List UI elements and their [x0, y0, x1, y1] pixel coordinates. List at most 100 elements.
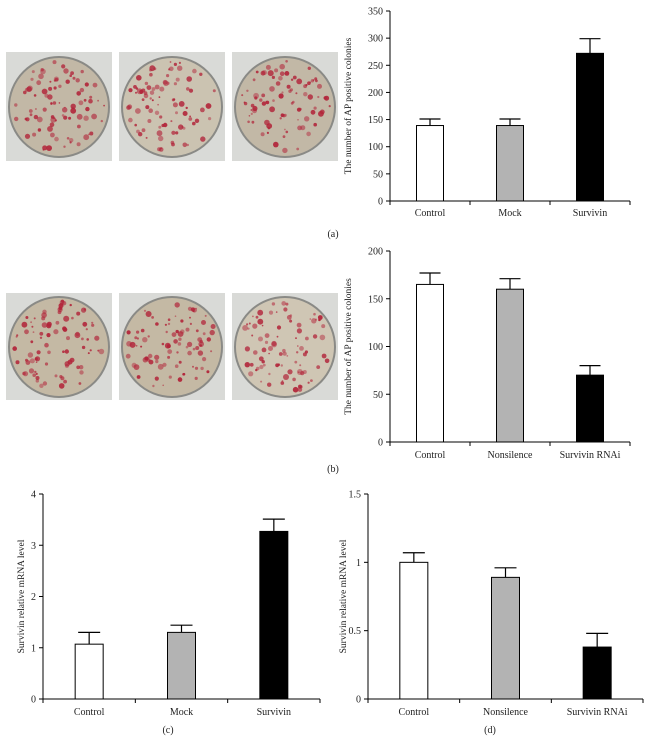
colony-dot	[175, 111, 178, 115]
colony-dot	[147, 119, 152, 123]
colony-dot	[30, 77, 34, 81]
colony-dot	[15, 360, 20, 365]
colony-dot	[35, 376, 40, 380]
colony-dot	[54, 374, 58, 378]
colony-dot	[34, 357, 38, 361]
colony-dot	[271, 341, 277, 348]
colony-dot	[307, 94, 313, 100]
colony-dot	[246, 323, 249, 326]
colony-dot	[69, 74, 72, 77]
colony-dot	[94, 335, 100, 341]
petri-dish-photo	[119, 293, 225, 400]
colony-dot	[195, 307, 197, 310]
colony-dot	[68, 116, 72, 120]
colony-dot	[154, 110, 160, 115]
colony-dot	[210, 324, 216, 329]
colony-dot	[305, 336, 309, 341]
colony-dot	[25, 117, 30, 122]
colony-dot	[69, 141, 72, 144]
colony-dot	[275, 363, 279, 368]
colony-dot	[295, 92, 298, 95]
colony-dot	[84, 82, 89, 87]
colony-dot	[74, 332, 81, 339]
category-label: Nonsilence	[483, 707, 529, 718]
colony-dot	[174, 315, 177, 317]
bar-control	[416, 283, 444, 443]
colony-dot	[83, 98, 87, 102]
colony-dot	[79, 370, 84, 375]
colony-dot	[185, 345, 189, 349]
colony-dot	[85, 328, 88, 331]
colony-dot	[264, 119, 270, 126]
colony-dot	[304, 116, 310, 122]
colony-dot	[134, 336, 138, 340]
colony-dot	[53, 329, 59, 335]
colony-dot	[281, 380, 284, 382]
colony-dot	[178, 61, 181, 64]
bar-chart-b: 0 50 100 150 200 The number of AP positive co…	[343, 247, 631, 461]
colony-dot	[202, 357, 207, 362]
colony-dot	[312, 334, 318, 339]
colony-dot	[62, 350, 65, 353]
colony-dot	[189, 115, 191, 118]
colony-dot	[258, 336, 263, 342]
category-label: Control	[415, 450, 446, 461]
colony-dot	[44, 342, 49, 348]
colony-dot	[79, 87, 85, 93]
colony-dot	[50, 132, 55, 138]
colony-dot	[286, 355, 289, 357]
colony-dot	[192, 347, 196, 351]
colony-dot	[299, 385, 303, 389]
colony-dot	[298, 371, 300, 373]
colony-dot	[276, 335, 279, 338]
colony-dot	[178, 360, 182, 364]
colony-dot	[148, 108, 153, 113]
colony-dot	[47, 126, 53, 132]
y-tick-label: 150	[368, 115, 383, 126]
colony-dot	[177, 331, 184, 337]
colony-dot	[34, 108, 37, 110]
colony-dot	[31, 70, 35, 74]
colony-dot	[171, 98, 175, 102]
colony-dot	[80, 69, 84, 74]
colony-dot	[169, 61, 172, 63]
colony-dot	[14, 103, 18, 107]
colony-dot	[204, 314, 207, 317]
colony-dot	[253, 350, 258, 355]
colony-dot	[33, 317, 36, 320]
y-tick-label: 1	[356, 558, 361, 569]
colony-dot	[71, 316, 74, 320]
colony-dot	[252, 315, 254, 318]
category-label: Control	[399, 707, 430, 718]
colony-dot	[76, 365, 80, 370]
panel-label-c: (c)	[162, 725, 173, 736]
colony-dot	[177, 65, 183, 71]
colony-dot	[185, 327, 190, 332]
colony-dot	[92, 82, 98, 88]
colony-dot	[53, 86, 57, 90]
colony-dot	[89, 349, 92, 352]
colony-dot	[91, 323, 95, 327]
y-axis-title: The number of AP positive colonies	[343, 278, 354, 415]
colony-dot	[317, 83, 322, 89]
y-tick-label: 50	[373, 390, 383, 401]
colony-dot	[135, 91, 137, 94]
colony-dot	[205, 103, 212, 109]
colony-dot	[35, 372, 38, 375]
colony-dot	[206, 370, 210, 374]
y-tick-label: 150	[368, 294, 383, 305]
colony-dot	[178, 101, 185, 107]
colony-dot	[313, 122, 317, 127]
colony-dot	[71, 106, 74, 109]
colony-dot	[25, 360, 31, 365]
colony-dot	[141, 98, 145, 101]
bar-chart-a: 0 50 100 150 200 250 300 350 The number of AP po…	[343, 7, 631, 219]
colony-dot	[61, 64, 66, 69]
colony-dot	[282, 135, 286, 138]
colony-dot	[261, 101, 267, 106]
colony-dot	[42, 148, 45, 151]
colony-dot	[151, 99, 154, 102]
y-tick-label: 1	[31, 643, 36, 654]
colony-dot	[173, 62, 177, 66]
colony-dot	[261, 93, 266, 98]
